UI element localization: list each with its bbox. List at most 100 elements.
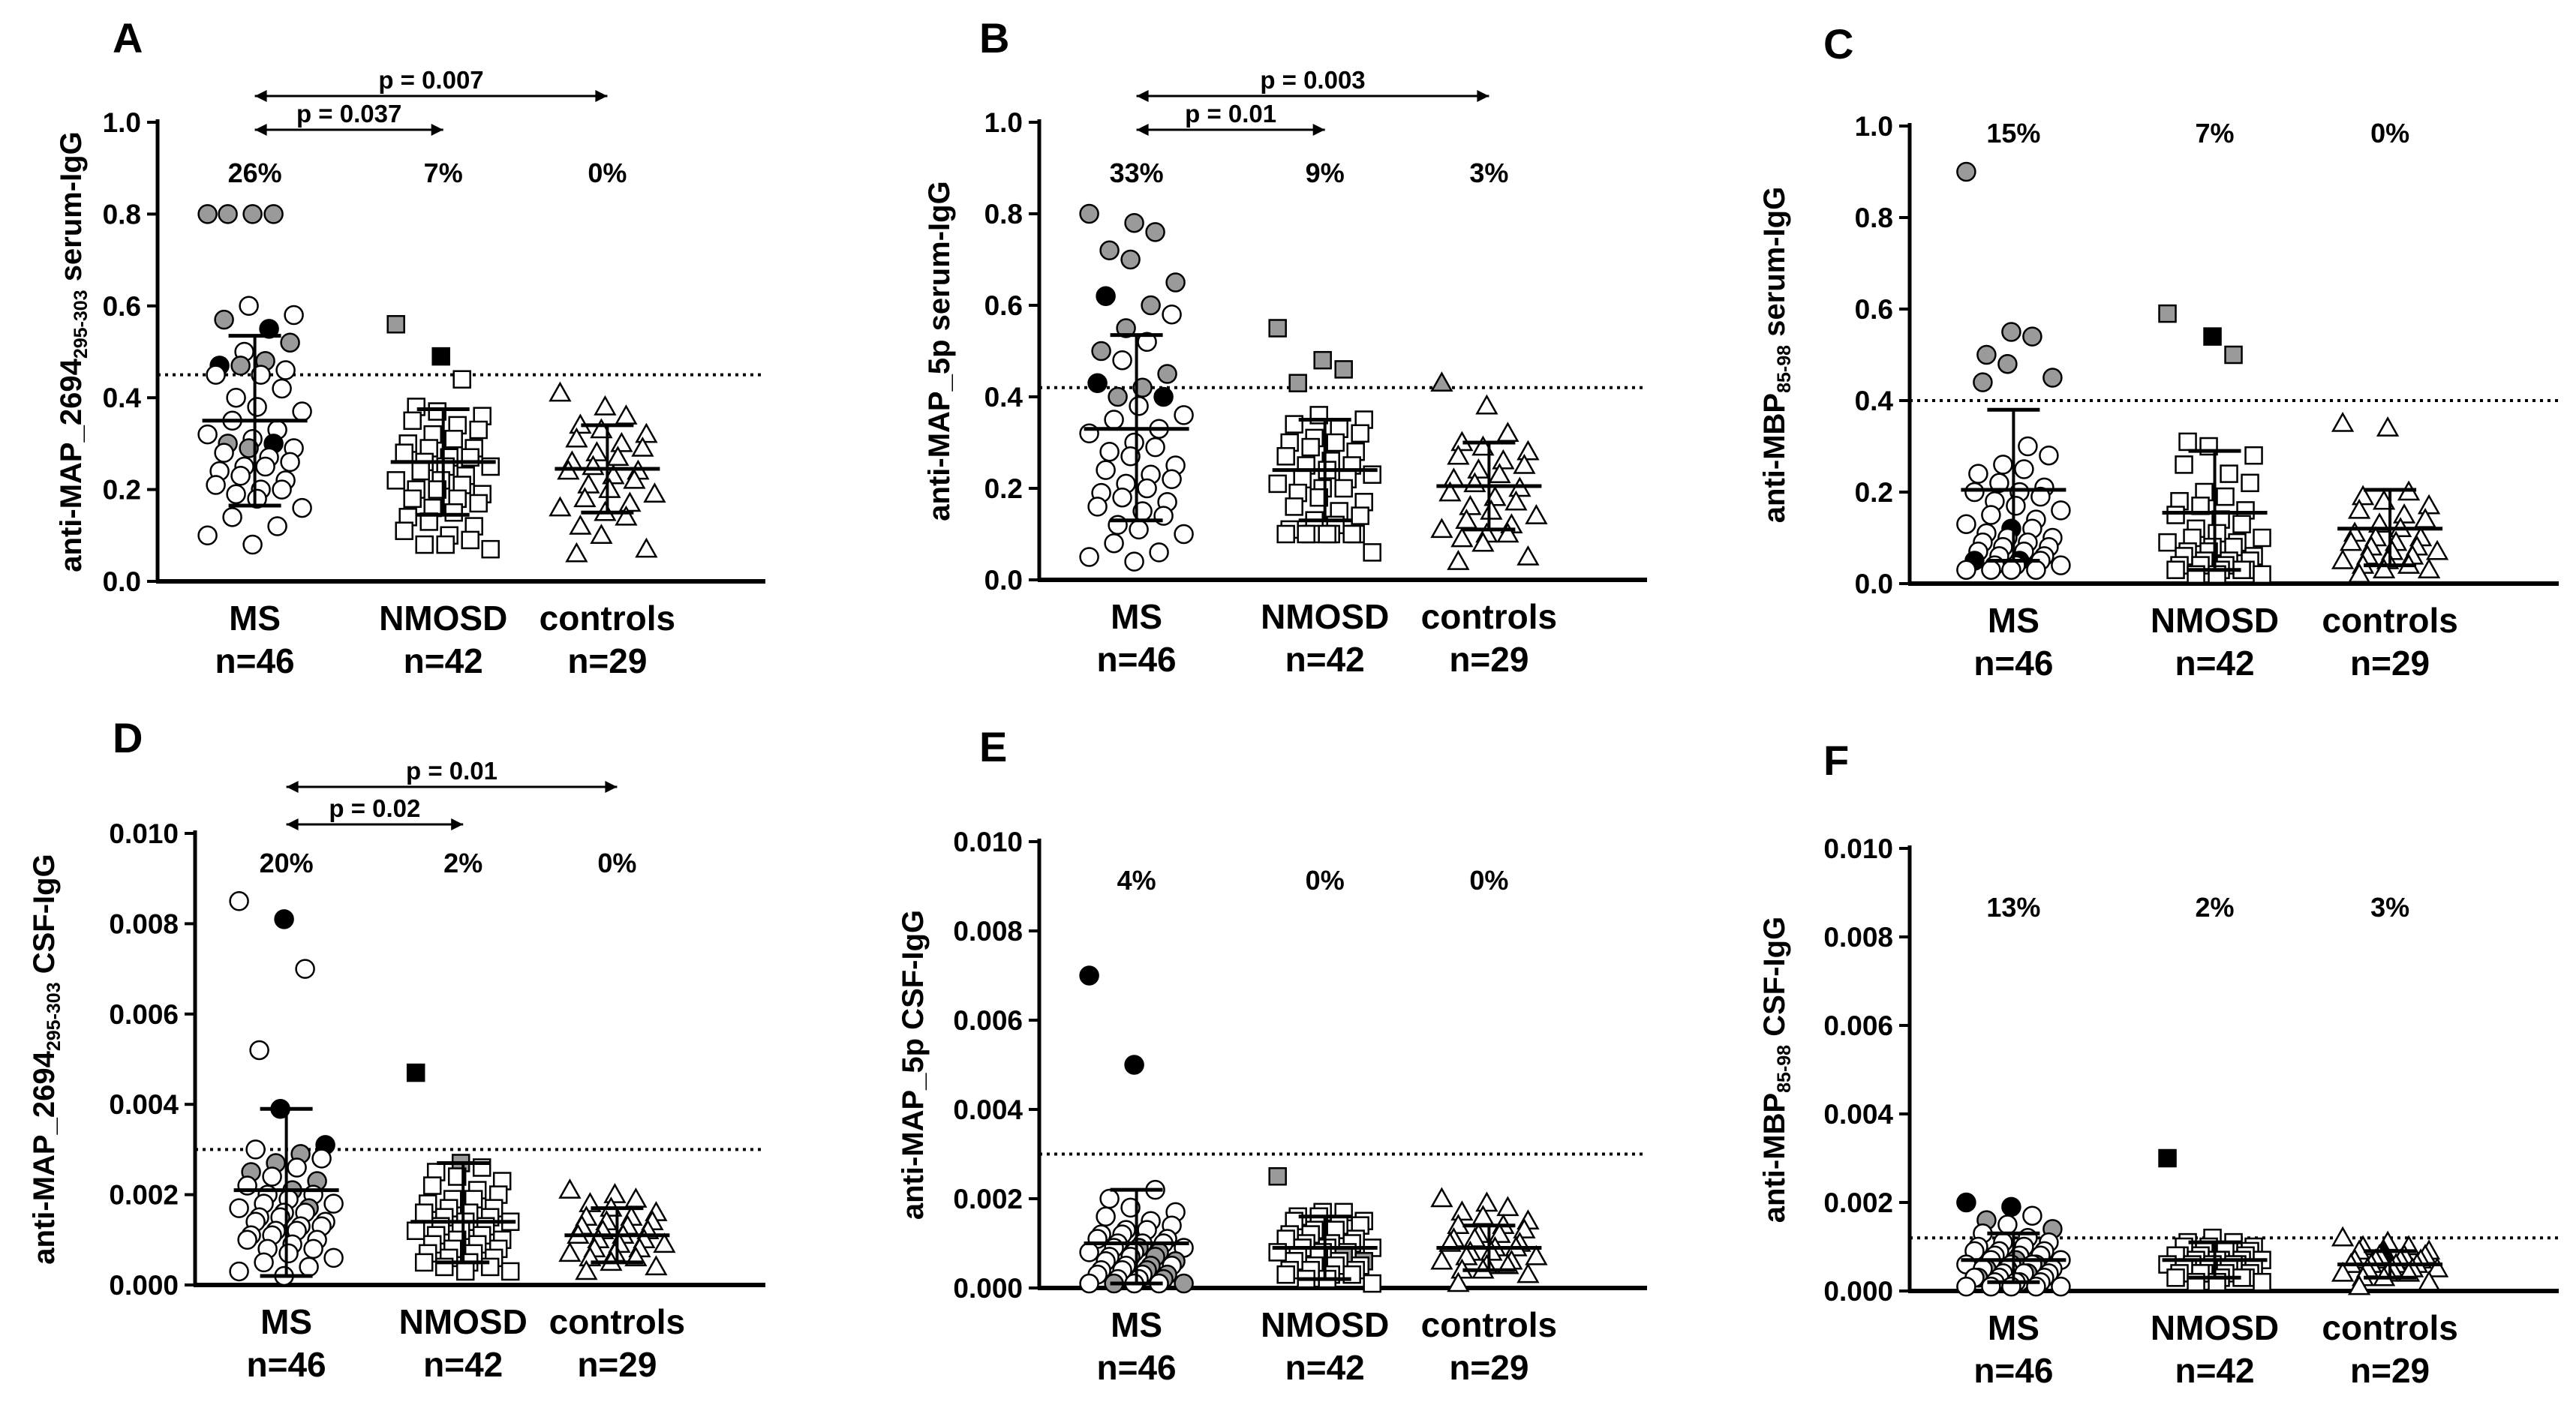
p-value-bracket: p = 0.01 (1136, 100, 1325, 136)
data-point (635, 422, 658, 443)
data-point (1964, 482, 1985, 503)
data-point (292, 497, 312, 518)
data-point (1968, 464, 1988, 484)
data-point (1956, 161, 1976, 182)
y-tick-label: 0.002 (953, 1184, 1023, 1214)
data-point (1165, 272, 1186, 293)
y-axis-label: anti-MBP85-98 serum-IgG (1758, 187, 1795, 523)
data-point (444, 430, 463, 449)
percent-label: 0% (1306, 865, 1345, 896)
data-point (239, 296, 259, 317)
data-point (1099, 1188, 1120, 1209)
data-point (2158, 1148, 2177, 1168)
data-point (2253, 1272, 2271, 1292)
data-point (594, 395, 617, 416)
data-point (1351, 506, 1369, 525)
y-tick-label: 0.010 (1823, 833, 1893, 864)
data-point (1430, 518, 1453, 539)
data-point (1480, 499, 1503, 520)
data-point (1513, 453, 1536, 474)
data-point (444, 503, 463, 522)
p-value-bracket: p = 0.02 (286, 794, 464, 830)
data-point (1268, 474, 1287, 494)
data-point (1096, 460, 1116, 480)
group-MS: 4% MS n=46 (1079, 865, 1194, 1387)
data-point (197, 525, 218, 546)
data-point (229, 1198, 249, 1218)
data-point (226, 387, 246, 408)
y-tick-label: 0.004 (953, 1094, 1023, 1125)
group-name: MS (260, 1302, 312, 1341)
data-point (2030, 486, 2051, 507)
data-point (280, 452, 300, 473)
data-point (428, 480, 446, 499)
data-point (2392, 503, 2416, 524)
y-label-subscript: 295-303 (44, 982, 65, 1051)
data-point (1447, 550, 1470, 570)
percent-label: 0% (2370, 118, 2409, 149)
data-point (245, 1139, 266, 1160)
data-point (323, 1193, 344, 1214)
data-point (218, 204, 238, 224)
y-label-main: anti-MBP (1758, 393, 1791, 523)
p-value-label: p = 0.007 (378, 66, 483, 94)
data-point (2051, 500, 2071, 521)
data-point (230, 356, 251, 376)
data-point (414, 1253, 434, 1272)
data-point (1079, 547, 1099, 567)
y-tick-label: 1.0 (1855, 111, 1893, 142)
data-point (303, 1238, 323, 1259)
data-point (1285, 497, 1303, 516)
data-point (2001, 1196, 2021, 1217)
data-point (2331, 411, 2355, 432)
data-point (1956, 560, 1976, 580)
data-point (455, 1262, 475, 1281)
data-point (206, 475, 226, 495)
data-point (255, 456, 275, 477)
group-n: n=29 (2350, 644, 2430, 683)
data-point (1363, 1274, 1381, 1293)
data-point (1129, 395, 1149, 416)
group-n: n=46 (215, 641, 295, 680)
arrow-head-left (286, 781, 299, 793)
data-point (1450, 1200, 1474, 1221)
panel-C: C 0.0 0.2 0.4 0.6 0.8 1.0 anti-MBP85-98 serum-I… (1758, 20, 2559, 683)
data-point (274, 909, 294, 929)
percent-label: 9% (1306, 158, 1345, 188)
data-point (1309, 488, 1328, 507)
y-label-subscript: 85-98 (1774, 1045, 1795, 1093)
data-point (2331, 1226, 2355, 1247)
data-point (1430, 1249, 1453, 1270)
data-point (2022, 326, 2042, 347)
data-point (1079, 203, 1099, 224)
arrow-head-right (1312, 124, 1325, 136)
data-point (2175, 455, 2193, 474)
y-tick-label: 0.006 (109, 999, 179, 1030)
data-point (1326, 433, 1345, 452)
data-point (1430, 1187, 1453, 1208)
data-point (1475, 394, 1498, 415)
group-name: NMOSD (2151, 1308, 2279, 1347)
group-controls: 0% controls n=29 (1421, 865, 1557, 1387)
group-n: n=42 (1285, 640, 1365, 679)
group-name: controls (540, 599, 675, 638)
arrow-head-right (1477, 90, 1489, 102)
data-point (1268, 1167, 1287, 1186)
percent-label: 15% (1986, 118, 2040, 149)
data-point (1447, 444, 1470, 465)
data-point (311, 1148, 332, 1169)
data-point (414, 1203, 434, 1222)
group-n: n=42 (404, 641, 483, 680)
data-point (606, 446, 630, 467)
data-point (2039, 445, 2059, 466)
data-point (406, 1221, 425, 1241)
y-tick-label: 0.8 (984, 199, 1023, 230)
data-point (280, 332, 300, 353)
y-tick-label: 0.2 (103, 475, 141, 506)
data-point (229, 891, 249, 911)
y-label-main: anti-MAP_5p serum-IgG (923, 181, 956, 521)
p-value-label: p = 0.037 (296, 100, 401, 128)
y-label-tail: serum-IgG (1758, 187, 1791, 345)
